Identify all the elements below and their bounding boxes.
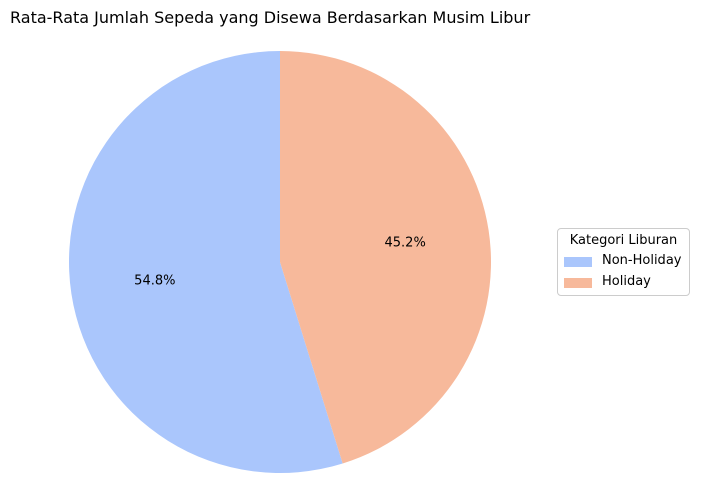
pie-slice-non-holiday: [68, 51, 343, 474]
legend-label-non-holiday: Non-Holiday: [602, 253, 682, 268]
legend-title: Kategori Liburan: [569, 233, 678, 248]
slice-label-non-holiday: 54.8%: [134, 274, 175, 289]
legend-swatch-non-holiday: [564, 257, 592, 267]
legend: Kategori Liburan Non-Holiday Holiday: [557, 228, 690, 296]
pie-slice-holiday: [280, 50, 491, 464]
slice-label-holiday: 45.2%: [385, 235, 426, 250]
legend-label-holiday: Holiday: [602, 274, 651, 289]
legend-swatch-holiday: [564, 278, 592, 288]
chart-title: Rata-Rata Jumlah Sepeda yang Disewa Berd…: [10, 8, 531, 27]
